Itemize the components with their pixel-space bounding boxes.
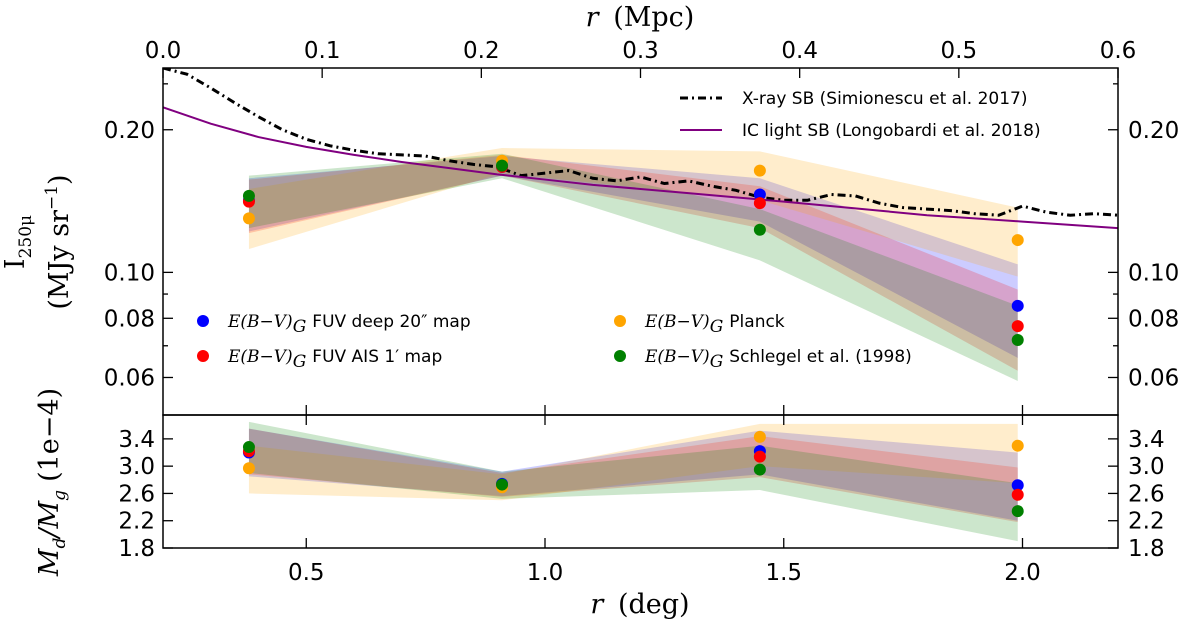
bottom-point-planck (242, 462, 255, 475)
top-y-tick-label-right: 0.08 (1128, 306, 1179, 332)
x-tick-label: 2.0 (1004, 560, 1041, 586)
bottom-panel-frame (162, 414, 1119, 549)
bottom-point-schlegel-et-al-1998 (1011, 505, 1024, 518)
top-point-fuv-ais-1-map (1011, 320, 1024, 333)
legend-points: E(B−V)G FUV deep 20″ map E(B−V)G Planck E(… (197, 312, 912, 372)
top-y-tick-label: 0.20 (104, 118, 155, 144)
top-point-planck (242, 212, 255, 225)
top-x-tick-label: 0.6 (1100, 38, 1137, 64)
top-panel-plot (163, 68, 1118, 381)
legend-fuv-ais-marker (197, 350, 209, 362)
top-x-tick-label: 0.5 (941, 38, 978, 64)
x-tick-label: 0.5 (288, 560, 325, 586)
bottom-y-tick-label-right: 3.0 (1128, 454, 1165, 480)
top-x-tick-label: 0.0 (145, 38, 182, 64)
top-point-schlegel-et-al-1998 (1011, 333, 1024, 346)
legend-fuv-deep-marker (197, 315, 209, 327)
bottom-y-tick-label-right: 2.6 (1128, 481, 1165, 507)
top-y-tick-label: 0.10 (104, 260, 155, 286)
bottom-y-tick-label-right: 1.8 (1128, 536, 1165, 562)
top-y-tick-label-right: 0.10 (1128, 260, 1179, 286)
top-point-fuv-deep-20-map (1011, 299, 1024, 312)
legend-fuv-ais-label: E(B−V)G FUV AIS 1′ map (227, 347, 442, 372)
bottom-y-tick-label: 3.4 (118, 427, 155, 453)
bottom-panel-plot (242, 421, 1024, 542)
top-y-tick-label: 0.08 (104, 306, 155, 332)
top-x-tick-label: 0.4 (781, 38, 818, 64)
top-band-planck (248, 148, 1018, 277)
legend-lines: X-ray SB (Simionescu et al. 2017) IC lig… (680, 89, 1041, 141)
top-point-schlegel-et-al-1998 (242, 189, 255, 202)
bottom-point-planck (753, 430, 766, 443)
bottom-band-planck (248, 423, 1018, 501)
legend-schlegel-label: E(B−V)G Schlegel et al. (1998) (644, 347, 912, 372)
bottom-y-tick-label: 2.6 (118, 481, 155, 507)
bottom-y-tick-label-right: 2.2 (1128, 509, 1165, 535)
top-point-planck (1011, 234, 1024, 247)
top-point-fuv-ais-1-map (753, 197, 766, 210)
top-x-tick-label: 0.1 (304, 38, 341, 64)
legend-ic-label: IC light SB (Longobardi et al. 2018) (742, 121, 1041, 141)
svg-text:I250μ: I250μ (0, 215, 36, 269)
bottom-point-planck (1011, 439, 1024, 452)
legend-planck-label: E(B−V)G Planck (644, 312, 785, 337)
legend-schlegel-marker (614, 350, 626, 362)
bottom-point-schlegel-et-al-1998 (753, 463, 766, 476)
bottom-y-tick-label: 2.2 (118, 509, 155, 535)
bottom-band-fuv-ais-1-map (248, 428, 1018, 523)
top-axis-label: r (Mpc) (586, 2, 695, 33)
top-x-tick-label: 0.2 (463, 38, 500, 64)
bottom-point-fuv-ais-1-map (1011, 488, 1024, 501)
top-point-fuv-deep-20-map (753, 188, 766, 201)
legend-planck-marker (614, 315, 626, 327)
legend-fuv-deep-label: E(B−V)G FUV deep 20″ map (227, 312, 471, 337)
bottom-y-tick-label-right: 3.4 (1128, 427, 1165, 453)
bottom-point-schlegel-et-al-1998 (496, 478, 509, 491)
legend-xray-label: X-ray SB (Simionescu et al. 2017) (742, 89, 1027, 109)
top-band-schlegel-et-al-1998 (248, 153, 1018, 381)
top-point-planck (753, 164, 766, 177)
curve-ic-light-sb-longobardi-et-al-2018 (163, 106, 1118, 230)
x-tick-label: 1.0 (527, 560, 564, 586)
top-y-tick-label-right: 0.06 (1128, 365, 1179, 391)
bottom-point-schlegel-et-al-1998 (242, 441, 255, 454)
bottom-panel-ylabel: Md/Mg(1e−4) (34, 388, 70, 577)
top-y-tick-label-right: 0.20 (1128, 118, 1179, 144)
top-panel-ylabel: I250μ (MJy sr−1) (0, 174, 75, 309)
top-point-schlegel-et-al-1998 (496, 159, 509, 172)
top-band-fuv-ais-1-map (248, 154, 1018, 371)
x-tick-label: 1.5 (765, 560, 802, 586)
bottom-axis-label: r (deg) (590, 589, 689, 620)
bottom-point-fuv-deep-20-map (1011, 479, 1024, 492)
top-point-schlegel-et-al-1998 (753, 223, 766, 236)
top-y-tick-label: 0.06 (104, 365, 155, 391)
ticks: 0.5 1.0 1.5 2.0 0.0 0.1 0.2 0.3 0.4 0.5 0.6 0.06 0.0… (104, 38, 1179, 586)
svg-text:(MJy sr−1): (MJy sr−1) (42, 174, 75, 309)
bottom-y-tick-label: 1.8 (118, 536, 155, 562)
top-x-tick-label: 0.3 (622, 38, 659, 64)
bottom-point-fuv-ais-1-map (753, 450, 766, 463)
bottom-band-schlegel-et-al-1998 (248, 421, 1018, 542)
bottom-y-tick-label: 3.0 (118, 454, 155, 480)
bottom-band-fuv-deep-20-map (248, 428, 1018, 521)
svg-text:Md/Mg(1e−4): Md/Mg(1e−4) (34, 388, 70, 577)
